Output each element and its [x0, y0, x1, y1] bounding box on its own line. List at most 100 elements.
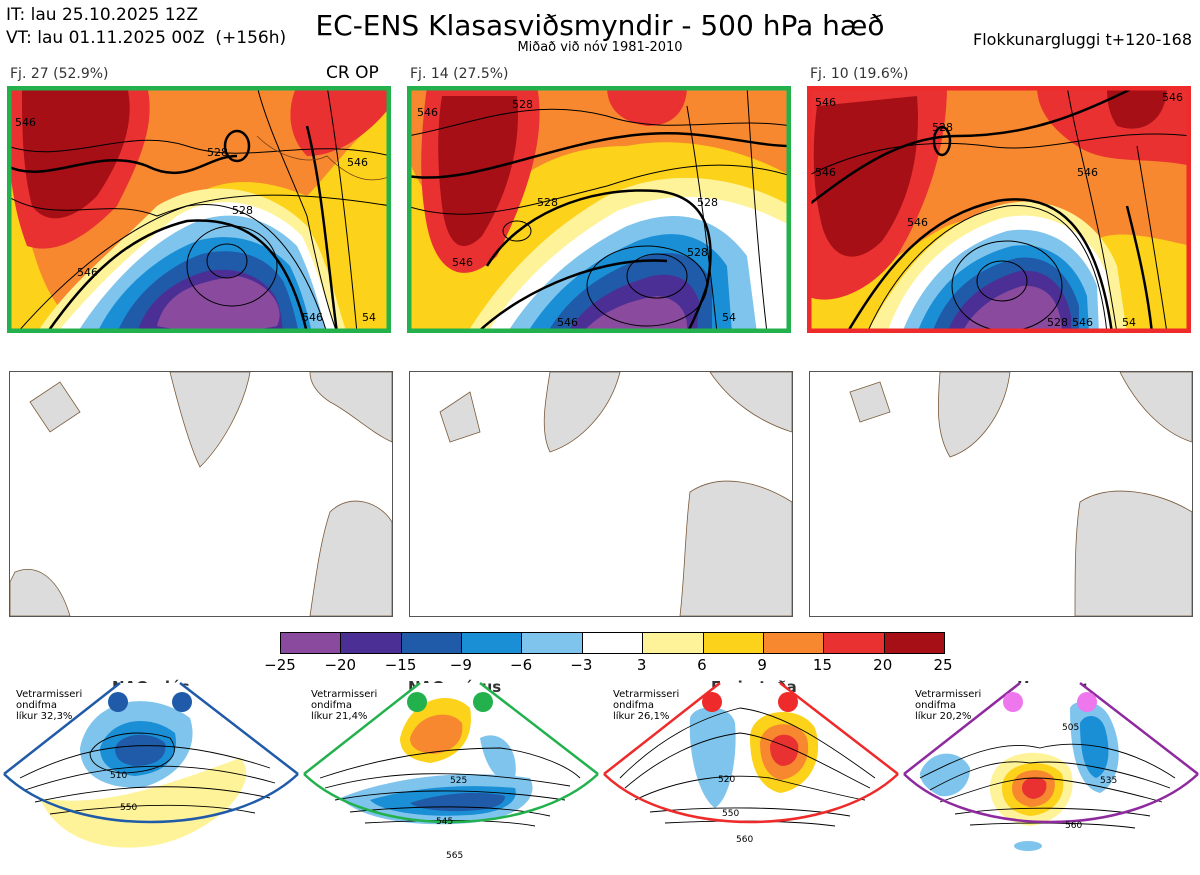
colorbar-swatch: [462, 633, 523, 653]
colorbar-swatch: [824, 633, 885, 653]
regime-1-marker: [172, 692, 192, 712]
regime-4-note-line: líkur 20,2%: [915, 711, 972, 722]
colorbar-tick-label: −9: [449, 656, 472, 674]
cluster-1-contour-label: 528: [232, 204, 253, 217]
colorbar-swatch: [281, 633, 342, 653]
cluster-3-contour-label: 546: [815, 166, 836, 179]
cluster-3-label: Fj. 10 (19.6%): [810, 66, 909, 82]
cluster-2-contour-label: 528: [537, 196, 558, 209]
colorbar: [280, 632, 945, 654]
regime-2-contour-label: 565: [446, 851, 463, 861]
blank-map-2: [409, 371, 793, 617]
cluster-2-map: 546 528 528 528 528 546 546 54: [407, 86, 791, 333]
regime-2-note: Vetrarmisseri ondifma líkur 21,4%: [311, 689, 377, 722]
colorbar-tick-label: −6: [510, 656, 533, 674]
cluster-2-label: Fj. 14 (27.5%): [410, 66, 509, 82]
regime-4-contour-label: 505: [1062, 723, 1079, 733]
regime-1-note-line: líkur 32,3%: [16, 711, 73, 722]
regime-2-note-line: ondifma: [311, 700, 352, 711]
cluster-1-contour-label: 528: [207, 146, 228, 159]
cluster-3-contour-label: 546: [1077, 166, 1098, 179]
regime-3-contour-label: 560: [736, 835, 753, 845]
colorbar-swatch: [884, 633, 944, 653]
cluster-1-tag: CR OP: [326, 63, 379, 83]
regime-4-marker: [1077, 692, 1097, 712]
regime-1-note: Vetrarmisseri ondifma líkur 32,3%: [16, 689, 82, 722]
colorbar-swatch: [522, 633, 583, 653]
cluster-1-label: Fj. 27 (52.9%): [10, 66, 109, 82]
colorbar-swatch: [401, 633, 463, 653]
regime-1-contour-label: 510: [110, 771, 127, 781]
cluster-2-contour-label: 546: [452, 256, 473, 269]
cluster-3-map: 546 546 528 546 546 528 546 54 546: [807, 86, 1191, 333]
regime-4-map: 505 535 560: [900, 678, 1200, 871]
colorbar-tick-label: −3: [570, 656, 593, 674]
cluster-1-contour-label: 546: [347, 156, 368, 169]
cluster-3-contour-label: 546: [1072, 316, 1093, 329]
cluster-2-contour-label: 528: [512, 98, 533, 111]
colorbar-tick-label: 9: [757, 656, 767, 674]
regime-3-marker: [778, 692, 798, 712]
colorbar-tick-label: −15: [384, 656, 417, 674]
regime-1-note-line: ondifma: [16, 700, 57, 711]
regime-3-note-line: líkur 26,1%: [613, 711, 670, 722]
colorbar-tick-label: 25: [933, 656, 953, 674]
regime-3-contour-label: 550: [722, 809, 739, 819]
cluster-3-contour-label: 54: [1122, 316, 1136, 329]
regime-2-contour-label: 545: [436, 817, 453, 827]
cluster-2-contour-label: 528: [687, 246, 708, 259]
regime-4-marker: [1003, 692, 1023, 712]
cluster-1-contour-label: 546: [302, 311, 323, 324]
regime-1-map: 510 550: [0, 678, 300, 871]
cluster-1-map: 546 528 528 546 546 546 54: [7, 86, 391, 333]
regime-3-note-line: Vetrarmisseri: [613, 689, 680, 700]
regime-2-marker: [407, 692, 427, 712]
cluster-3-contour-label: 528: [1047, 316, 1068, 329]
cluster-1-frame: [7, 86, 391, 333]
regime-1-contour-label: 550: [120, 803, 137, 813]
regime-4-note: Vetrarmisseri ondifma líkur 20,2%: [915, 689, 981, 722]
colorbar-tick-label: 20: [873, 656, 893, 674]
init-valid-time: IT: lau 25.10.2025 12Z VT: lau 01.11.202…: [6, 4, 286, 50]
cluster-2-frame: [407, 86, 791, 333]
colorbar-tick-label: 15: [812, 656, 832, 674]
colorbar-swatch: [703, 633, 764, 653]
regime-3-note-line: ondifma: [613, 700, 654, 711]
regime-3-note: Vetrarmisseri ondifma líkur 26,1%: [613, 689, 679, 722]
colorbar-swatch: [643, 633, 704, 653]
page-subtitle: Miðað við nóv 1981-2010: [517, 40, 683, 55]
regime-2-map: 525 545 565: [300, 678, 600, 871]
blank-map-1: [9, 371, 393, 617]
cluster-3-contour-label: 546: [1162, 91, 1183, 104]
colorbar-swatch: [763, 633, 825, 653]
cluster-2-contour-label: 546: [417, 106, 438, 119]
regime-3-map: 520 550 560: [600, 678, 900, 871]
regime-3-marker: [702, 692, 722, 712]
cluster-1-contour-label: 546: [77, 266, 98, 279]
colorbar-tick-label: 6: [697, 656, 707, 674]
regime-1-marker: [108, 692, 128, 712]
cluster-2-contour-label: 528: [697, 196, 718, 209]
regime-4-contour-label: 560: [1065, 821, 1082, 831]
colorbar-tick-label: 3: [636, 656, 647, 674]
regime-1-note-line: Vetrarmisseri: [16, 689, 83, 700]
cluster-2-contour-label: 54: [722, 311, 736, 324]
cluster-1-contour-label: 546: [15, 116, 36, 129]
regime-2-note-line: Vetrarmisseri: [311, 689, 378, 700]
regime-4-note-line: ondifma: [915, 700, 956, 711]
classification-window: Flokkunargluggi t+120-168: [973, 30, 1192, 49]
colorbar-swatch: [341, 633, 402, 653]
blank-map-3: [809, 371, 1193, 617]
colorbar-tick-label: −25: [264, 656, 296, 674]
cluster-3-contour-label: 546: [815, 96, 836, 109]
cluster-3-frame: [807, 86, 1191, 333]
colorbar-tick-label: −20: [324, 656, 357, 674]
cluster-1-contour-label: 54: [362, 311, 376, 324]
regime-2-contour-label: 525: [450, 776, 467, 786]
page-title: EC-ENS Klasasviðsmyndir - 500 hPa hæð: [315, 9, 885, 42]
regime-4-note-line: Vetrarmisseri: [915, 689, 982, 700]
regime-3-contour-label: 520: [718, 775, 735, 785]
init-time: IT: lau 25.10.2025 12Z: [6, 5, 198, 25]
cluster-3-contour-label: 546: [907, 216, 928, 229]
regime-4-contour-label: 535: [1100, 776, 1117, 786]
